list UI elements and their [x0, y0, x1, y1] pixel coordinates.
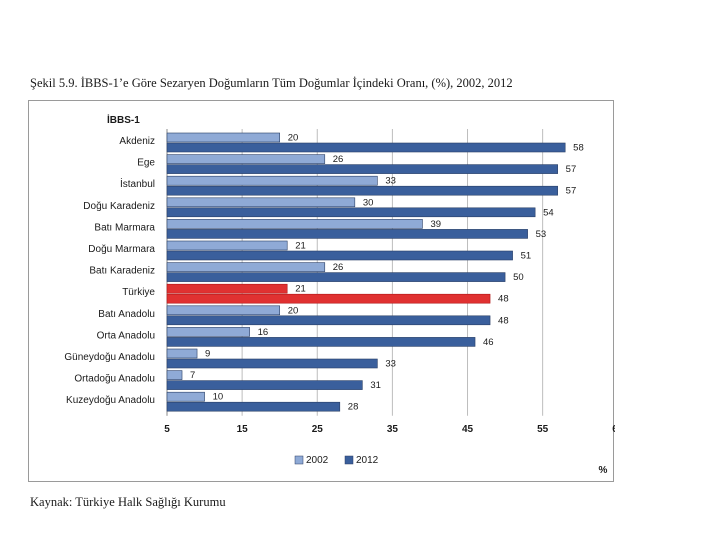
category-label: Kuzeydoğu Anadolu — [66, 395, 155, 406]
value-label: 31 — [370, 380, 381, 391]
bar-2002 — [166, 348, 198, 359]
bar-2002 — [166, 154, 326, 164]
figure-title: Şekil 5.9. İBBS-1’e Göre Sezaryen Doğuml… — [30, 76, 513, 90]
bar-2002 — [166, 197, 356, 208]
x-tick-label: 35 — [387, 424, 399, 435]
chart-frame: 5152535455565Akdeniz2058Ege2657İstanbul3… — [28, 100, 615, 482]
category-label: Ortadoğu Anadolu — [74, 374, 155, 385]
chart-title: İBBS-1 — [107, 113, 140, 126]
value-label: 33 — [385, 359, 396, 370]
x-tick-label: 25 — [312, 424, 324, 435]
bars — [166, 132, 566, 412]
category-label: Türkiye — [122, 287, 155, 298]
x-tick-label: 15 — [237, 424, 249, 435]
legend-label: 2012 — [356, 455, 379, 466]
value-label: 9 — [205, 349, 210, 360]
bar-2002 — [166, 132, 280, 143]
bar-2002 — [166, 283, 288, 294]
labels: 5152535455565Akdeniz2058Ege2657İstanbul3… — [64, 133, 615, 435]
value-label: 26 — [333, 262, 344, 273]
value-label: 53 — [536, 229, 547, 240]
x-tick-label: 55 — [537, 424, 549, 435]
value-label: 10 — [213, 392, 224, 403]
x-tick-label: 45 — [462, 424, 474, 435]
category-label: Doğu Karadeniz — [83, 201, 155, 212]
category-label: Batı Anadolu — [98, 309, 155, 320]
value-label: 16 — [258, 327, 269, 338]
category-label: Batı Karadeniz — [89, 266, 155, 277]
value-label: 26 — [333, 154, 344, 165]
value-label: 46 — [483, 337, 494, 348]
value-label: 20 — [288, 133, 299, 144]
legend-swatch — [294, 455, 304, 465]
legend-label: 2002 — [306, 455, 329, 466]
value-label: 58 — [573, 143, 584, 154]
bar-2012 — [166, 250, 513, 261]
bar-2002 — [166, 262, 326, 272]
value-label: 57 — [566, 164, 577, 175]
value-label: 20 — [288, 305, 299, 316]
bar-2012 — [166, 358, 378, 369]
bar-2012 — [166, 207, 536, 218]
bar-2012 — [166, 272, 506, 282]
bar-2002 — [166, 240, 288, 251]
value-label: 7 — [190, 370, 195, 381]
value-label: 33 — [385, 176, 396, 187]
legend: 2002 2012 — [294, 455, 379, 466]
category-label: Orta Anadolu — [97, 330, 155, 341]
category-label: Akdeniz — [119, 136, 155, 147]
bar-2002 — [166, 305, 280, 316]
bar-2012 — [166, 315, 491, 326]
value-label: 28 — [348, 402, 359, 413]
category-label: İstanbul — [120, 177, 155, 190]
bar-2002 — [166, 219, 423, 229]
bar-2012 — [166, 185, 558, 196]
bar-2012 — [166, 293, 491, 304]
bar-2002 — [166, 327, 250, 337]
bar-2002 — [166, 175, 378, 186]
category-label: Güneydoğu Anadolu — [64, 352, 155, 363]
bar-2012 — [166, 142, 566, 153]
value-label: 50 — [513, 272, 524, 283]
x-tick-label: 5 — [164, 424, 170, 435]
value-label: 57 — [566, 186, 577, 197]
value-label: 39 — [430, 219, 441, 230]
category-label: Batı Marmara — [94, 222, 155, 233]
bar-2012 — [166, 164, 558, 174]
bar-2012 — [166, 337, 476, 347]
value-label: 21 — [295, 241, 306, 252]
bar-2012 — [166, 401, 341, 412]
value-label: 21 — [295, 284, 306, 295]
category-label: Doğu Marmara — [88, 244, 155, 255]
category-label: Ege — [137, 158, 155, 169]
source-note: Kaynak: Türkiye Halk Sağlığı Kurumu — [30, 495, 226, 509]
bar-2002 — [166, 391, 205, 402]
legend-swatch — [344, 455, 354, 465]
value-label: 54 — [543, 207, 554, 218]
value-label: 30 — [363, 197, 374, 208]
value-label: 48 — [498, 315, 509, 326]
value-label: 48 — [498, 294, 509, 305]
x-axis-label: % — [599, 465, 608, 476]
bar-chart: 5152535455565Akdeniz2058Ege2657İstanbul3… — [64, 113, 615, 476]
bar-2012 — [166, 229, 528, 239]
bar-2012 — [166, 380, 363, 390]
value-label: 51 — [521, 251, 532, 262]
bar-2002 — [166, 370, 183, 380]
x-tick-label: 65 — [612, 424, 615, 435]
